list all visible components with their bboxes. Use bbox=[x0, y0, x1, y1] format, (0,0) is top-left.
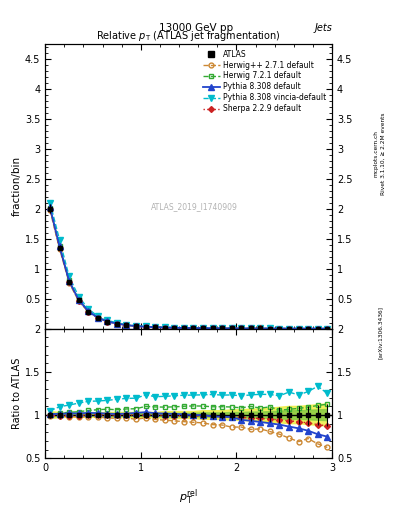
Y-axis label: fraction/bin: fraction/bin bbox=[12, 156, 22, 216]
Y-axis label: Ratio to ATLAS: Ratio to ATLAS bbox=[12, 358, 22, 429]
Polygon shape bbox=[50, 410, 327, 421]
Title: Relative $p_{\mathrm{T}}$ (ATLAS jet fragmentation): Relative $p_{\mathrm{T}}$ (ATLAS jet fra… bbox=[96, 29, 281, 44]
Polygon shape bbox=[50, 404, 327, 426]
Legend: ATLAS, Herwig++ 2.7.1 default, Herwig 7.2.1 default, Pythia 8.308 default, Pythi: ATLAS, Herwig++ 2.7.1 default, Herwig 7.… bbox=[200, 47, 328, 116]
Text: 13000 GeV pp: 13000 GeV pp bbox=[160, 23, 233, 33]
Text: Jets: Jets bbox=[314, 23, 332, 33]
Text: mcplots.cern.ch: mcplots.cern.ch bbox=[374, 130, 379, 177]
Text: Rivet 3.1.10, ≥ 2.2M events: Rivet 3.1.10, ≥ 2.2M events bbox=[381, 112, 386, 195]
Text: $p_{\rm T}^{\rm rel}$: $p_{\rm T}^{\rm rel}$ bbox=[179, 487, 198, 507]
Text: [arXiv:1306.3436]: [arXiv:1306.3436] bbox=[378, 306, 383, 359]
Text: ATLAS_2019_I1740909: ATLAS_2019_I1740909 bbox=[151, 202, 238, 211]
